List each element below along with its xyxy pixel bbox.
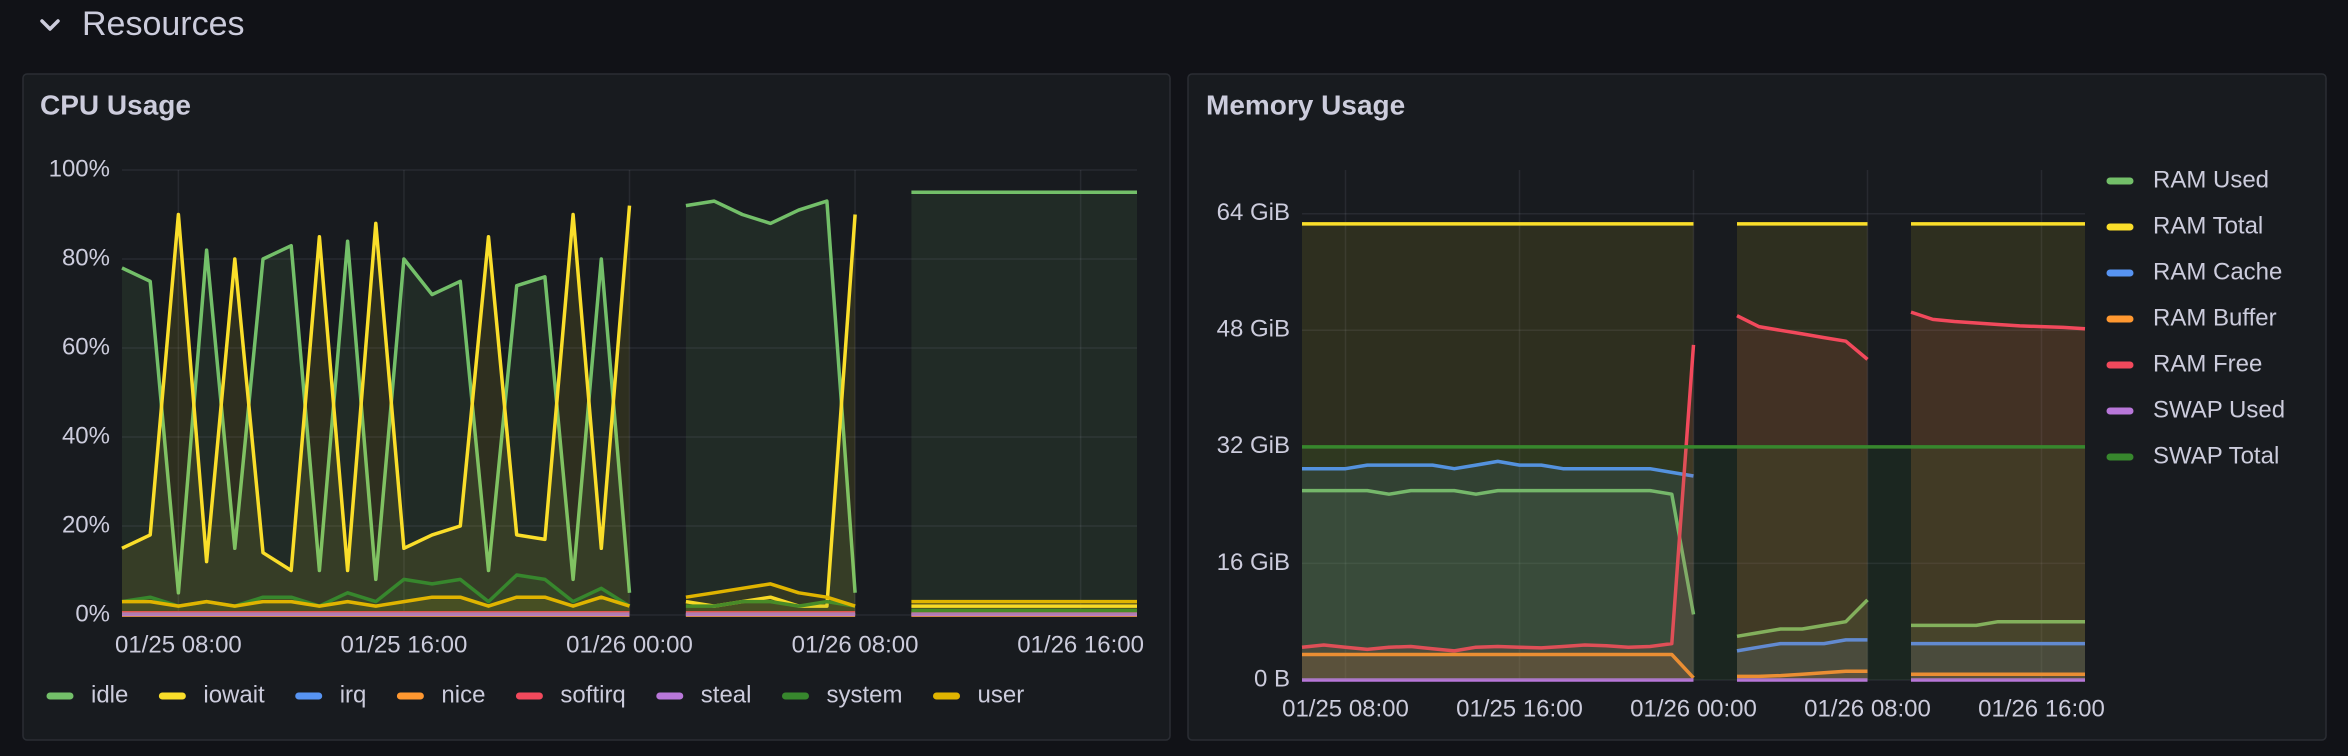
- legend-label[interactable]: RAM Used: [2153, 166, 2269, 193]
- panel-title[interactable]: CPU Usage: [40, 89, 191, 120]
- y-tick-label: 32 GiB: [1217, 432, 1290, 459]
- y-tick-label: 16 GiB: [1217, 549, 1290, 576]
- x-tick-label: 01/25 08:00: [1282, 695, 1409, 722]
- x-tick-label: 01/26 00:00: [566, 631, 693, 658]
- legend-label[interactable]: irq: [340, 681, 367, 708]
- panel: [22, 73, 1171, 741]
- series-line: [1302, 459, 2085, 653]
- legend-label[interactable]: idle: [91, 681, 128, 708]
- legend-label[interactable]: iowait: [203, 681, 265, 708]
- series-area: [122, 192, 1137, 616]
- series-area: [1302, 654, 2085, 680]
- x-tick-label: 01/26 16:00: [1017, 631, 1144, 658]
- y-tick-label: 100%: [49, 155, 110, 182]
- legend-label[interactable]: nice: [441, 681, 485, 708]
- y-tick-label: 0%: [75, 600, 110, 627]
- x-tick-label: 01/25 16:00: [1456, 695, 1583, 722]
- series-line: [121, 190, 1137, 595]
- y-tick-label: 20%: [62, 511, 110, 538]
- y-tick-label: 80%: [62, 244, 110, 271]
- x-tick-label: 01/26 00:00: [1630, 695, 1757, 722]
- series-area: [1302, 312, 2085, 680]
- legend-label[interactable]: system: [826, 681, 902, 708]
- y-tick-label: 48 GiB: [1217, 316, 1290, 343]
- legend-label[interactable]: steal: [701, 681, 752, 708]
- legend-label[interactable]: RAM Cache: [2153, 258, 2282, 285]
- x-tick-label: 01/26 08:00: [792, 631, 919, 658]
- x-tick-label: 01/26 08:00: [1804, 695, 1931, 722]
- legend-label[interactable]: user: [978, 681, 1025, 708]
- series-area: [1302, 223, 2085, 680]
- series-line: [1302, 652, 2085, 679]
- legend-label[interactable]: SWAP Used: [2153, 396, 2285, 423]
- y-tick-label: 0 B: [1254, 665, 1290, 692]
- legend-label[interactable]: RAM Free: [2153, 350, 2262, 377]
- legend-label[interactable]: softirq: [560, 681, 625, 708]
- legend-label[interactable]: RAM Buffer: [2153, 304, 2277, 331]
- collapse-chevron[interactable]: [40, 19, 60, 31]
- x-tick-label: 01/25 16:00: [341, 631, 468, 658]
- y-tick-label: 60%: [62, 333, 110, 360]
- panel: [1187, 73, 2327, 741]
- y-tick-label: 40%: [62, 422, 110, 449]
- series-area: [1302, 490, 2085, 680]
- series-line: [122, 582, 1137, 608]
- x-tick-label: 01/26 16:00: [1978, 695, 2105, 722]
- panel-title[interactable]: Memory Usage: [1206, 89, 1405, 120]
- legend-label[interactable]: SWAP Total: [2153, 442, 2279, 469]
- legend-label[interactable]: RAM Total: [2153, 212, 2263, 239]
- section-title[interactable]: Resources: [82, 5, 245, 43]
- series-area: [122, 205, 1137, 615]
- series-line: [1302, 488, 2085, 639]
- series-line: [1301, 310, 2086, 653]
- series-area: [1302, 446, 2085, 680]
- y-tick-label: 64 GiB: [1217, 199, 1290, 226]
- series-area: [1302, 461, 2085, 680]
- x-tick-label: 01/25 08:00: [115, 631, 242, 658]
